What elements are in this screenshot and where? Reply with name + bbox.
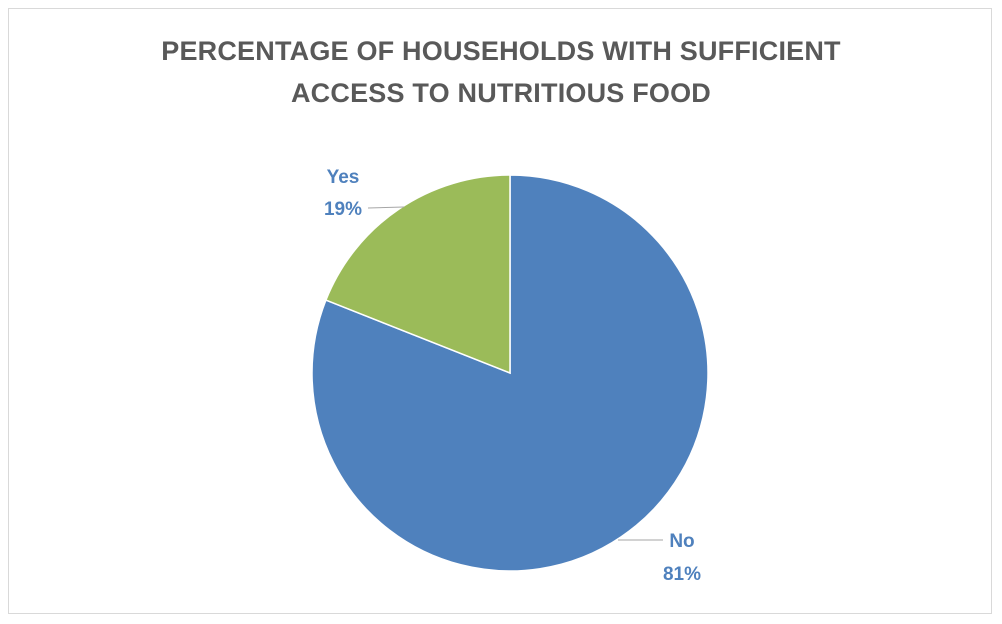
chart-title: PERCENTAGE OF HOUSEHOLDS WITH SUFFICIENT…: [0, 30, 1002, 114]
data-label-yes-category: Yes: [327, 167, 360, 188]
pie-slice-yes: [324, 174, 511, 375]
chart-title-line-2: ACCESS TO NUTRITIOUS FOOD: [290, 78, 712, 108]
leader-line-yes: [367, 206, 405, 209]
data-label-no-category: No: [669, 531, 694, 552]
data-label-yes-value: 19%: [324, 199, 362, 220]
data-label-no-value: 81%: [663, 564, 701, 585]
chart-title-line-1: PERCENTAGE OF HOUSEHOLDS WITH SUFFICIENT: [161, 36, 841, 66]
